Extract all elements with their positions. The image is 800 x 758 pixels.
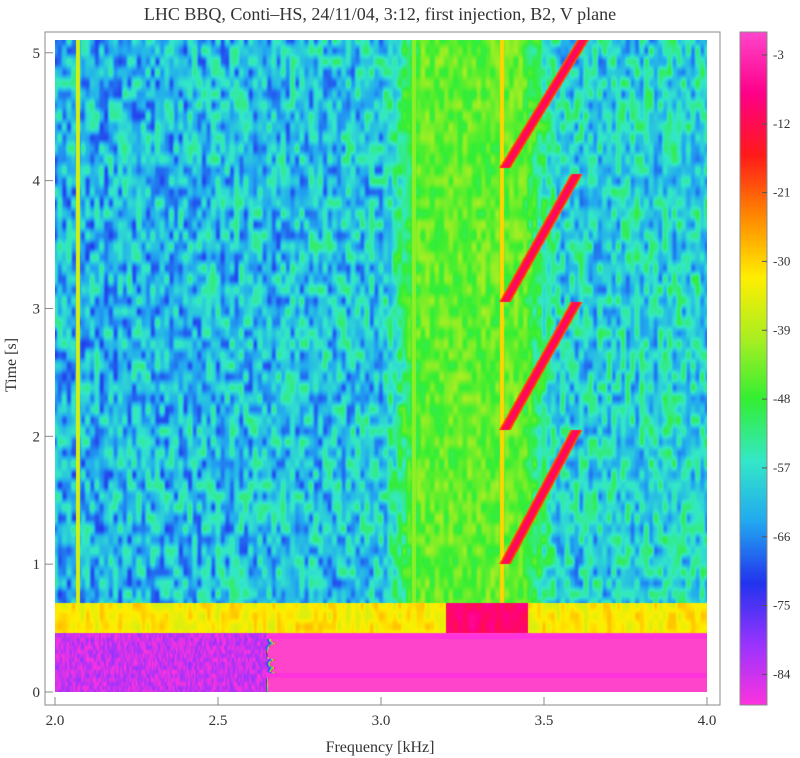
colorbar-frame xyxy=(739,31,768,706)
x-tick-label: 3.5 xyxy=(535,713,554,729)
x-tick-label: 2.0 xyxy=(46,713,65,729)
colorbar-tick-label: -12 xyxy=(773,116,790,131)
x-axis-title: Frequency [kHz] xyxy=(326,739,435,756)
colorbar-tick-label: -39 xyxy=(773,322,790,337)
y-tick-label: 1 xyxy=(33,557,41,573)
y-tick-label: 5 xyxy=(33,46,41,62)
y-tick-label: 3 xyxy=(33,301,41,317)
colorbar-container xyxy=(740,32,767,705)
heatmap-container xyxy=(55,40,707,692)
colorbar-tick-label: -75 xyxy=(773,598,790,613)
colorbar-tick-label: -66 xyxy=(773,529,791,544)
y-axis: 0 1 2 3 4 5 xyxy=(33,46,53,701)
chart-title: LHC BBQ, Conti–HS, 24/11/04, 3:12, first… xyxy=(144,4,616,24)
x-axis: 2.0 2.5 3.0 3.5 4.0 xyxy=(46,697,717,729)
x-tick-label: 3.0 xyxy=(372,713,391,729)
y-tick-label: 0 xyxy=(33,685,41,701)
heatmap-image xyxy=(55,40,707,692)
y-axis-title: Time [s] xyxy=(3,338,20,392)
plot-area xyxy=(44,31,721,706)
colorbar-gradient xyxy=(740,32,767,705)
x-tick-label: 2.5 xyxy=(209,713,228,729)
colorbar-tick-label: -84 xyxy=(773,666,791,681)
colorbar-tick-label: -3 xyxy=(773,47,784,62)
colorbar-tick-label: -57 xyxy=(773,460,791,475)
colorbar-tick-label: -48 xyxy=(773,391,790,406)
colorbar-ticks: -3 -12 -21 -30 -39 -48 -57 -66 -75 -84 xyxy=(762,47,791,681)
plot-frame xyxy=(44,31,721,706)
colorbar-tick-label: -21 xyxy=(773,185,790,200)
colorbar: -3 -12 -21 -30 -39 -48 -57 -66 -75 -84 xyxy=(739,31,791,706)
colorbar-tick-label: -30 xyxy=(773,253,790,268)
x-tick-label: 4.0 xyxy=(698,713,717,729)
y-tick-label: 4 xyxy=(33,174,41,190)
y-tick-label: 2 xyxy=(33,429,41,445)
